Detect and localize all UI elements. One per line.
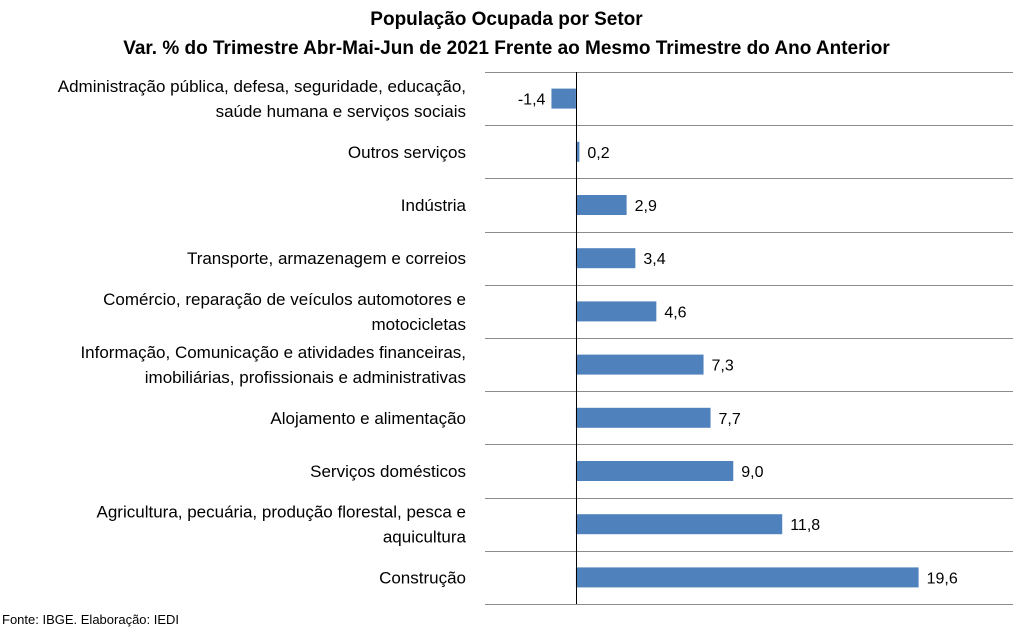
- chart-subtitle: Var. % do Trimestre Abr-Mai-Jun de 2021 …: [123, 38, 890, 59]
- data-label: 7,3: [712, 358, 734, 375]
- bar: [551, 88, 576, 109]
- chart-title: População Ocupada por Setor: [370, 9, 643, 30]
- category-label: Administração pública, defesa, seguridad…: [58, 77, 466, 96]
- bar: [575, 141, 580, 162]
- source-note: Fonte: IBGE. Elaboração: IEDI: [2, 612, 180, 627]
- bar: [575, 354, 704, 375]
- data-label: -1,4: [518, 92, 546, 109]
- data-label: 7,7: [719, 411, 741, 428]
- bar: [575, 301, 657, 322]
- bar: [575, 514, 783, 535]
- category-label: Agricultura, pecuária, produção floresta…: [97, 503, 466, 522]
- bar: [575, 407, 711, 428]
- category-label: Alojamento e alimentação: [270, 409, 466, 428]
- data-label: 0,2: [587, 145, 609, 162]
- data-label: 4,6: [664, 304, 686, 321]
- data-label: 3,4: [643, 251, 665, 268]
- category-label: Serviços domésticos: [310, 462, 466, 481]
- bar: [575, 461, 734, 481]
- data-label: 9,0: [741, 464, 763, 481]
- category-label: aquicultura: [383, 528, 467, 547]
- category-label: Construção: [379, 568, 466, 587]
- bar: [575, 195, 627, 215]
- category-label: Transporte, armazenagem e correios: [187, 249, 466, 268]
- category-label: Comércio, reparação de veículos automoto…: [103, 290, 466, 309]
- bar: [575, 248, 636, 269]
- category-label: Outros serviços: [348, 143, 466, 162]
- category-label: Informação, Comunicação e atividades fin…: [80, 343, 466, 362]
- category-label: Indústria: [401, 196, 467, 215]
- data-label: 19,6: [927, 570, 958, 587]
- category-label: saúde humana e serviços sociais: [216, 102, 466, 121]
- category-label: imobiliárias, profissionais e administra…: [145, 368, 466, 387]
- data-label: 11,8: [790, 517, 820, 534]
- bar: [575, 567, 919, 588]
- data-label: 2,9: [635, 198, 657, 215]
- category-label: motocicletas: [372, 315, 466, 334]
